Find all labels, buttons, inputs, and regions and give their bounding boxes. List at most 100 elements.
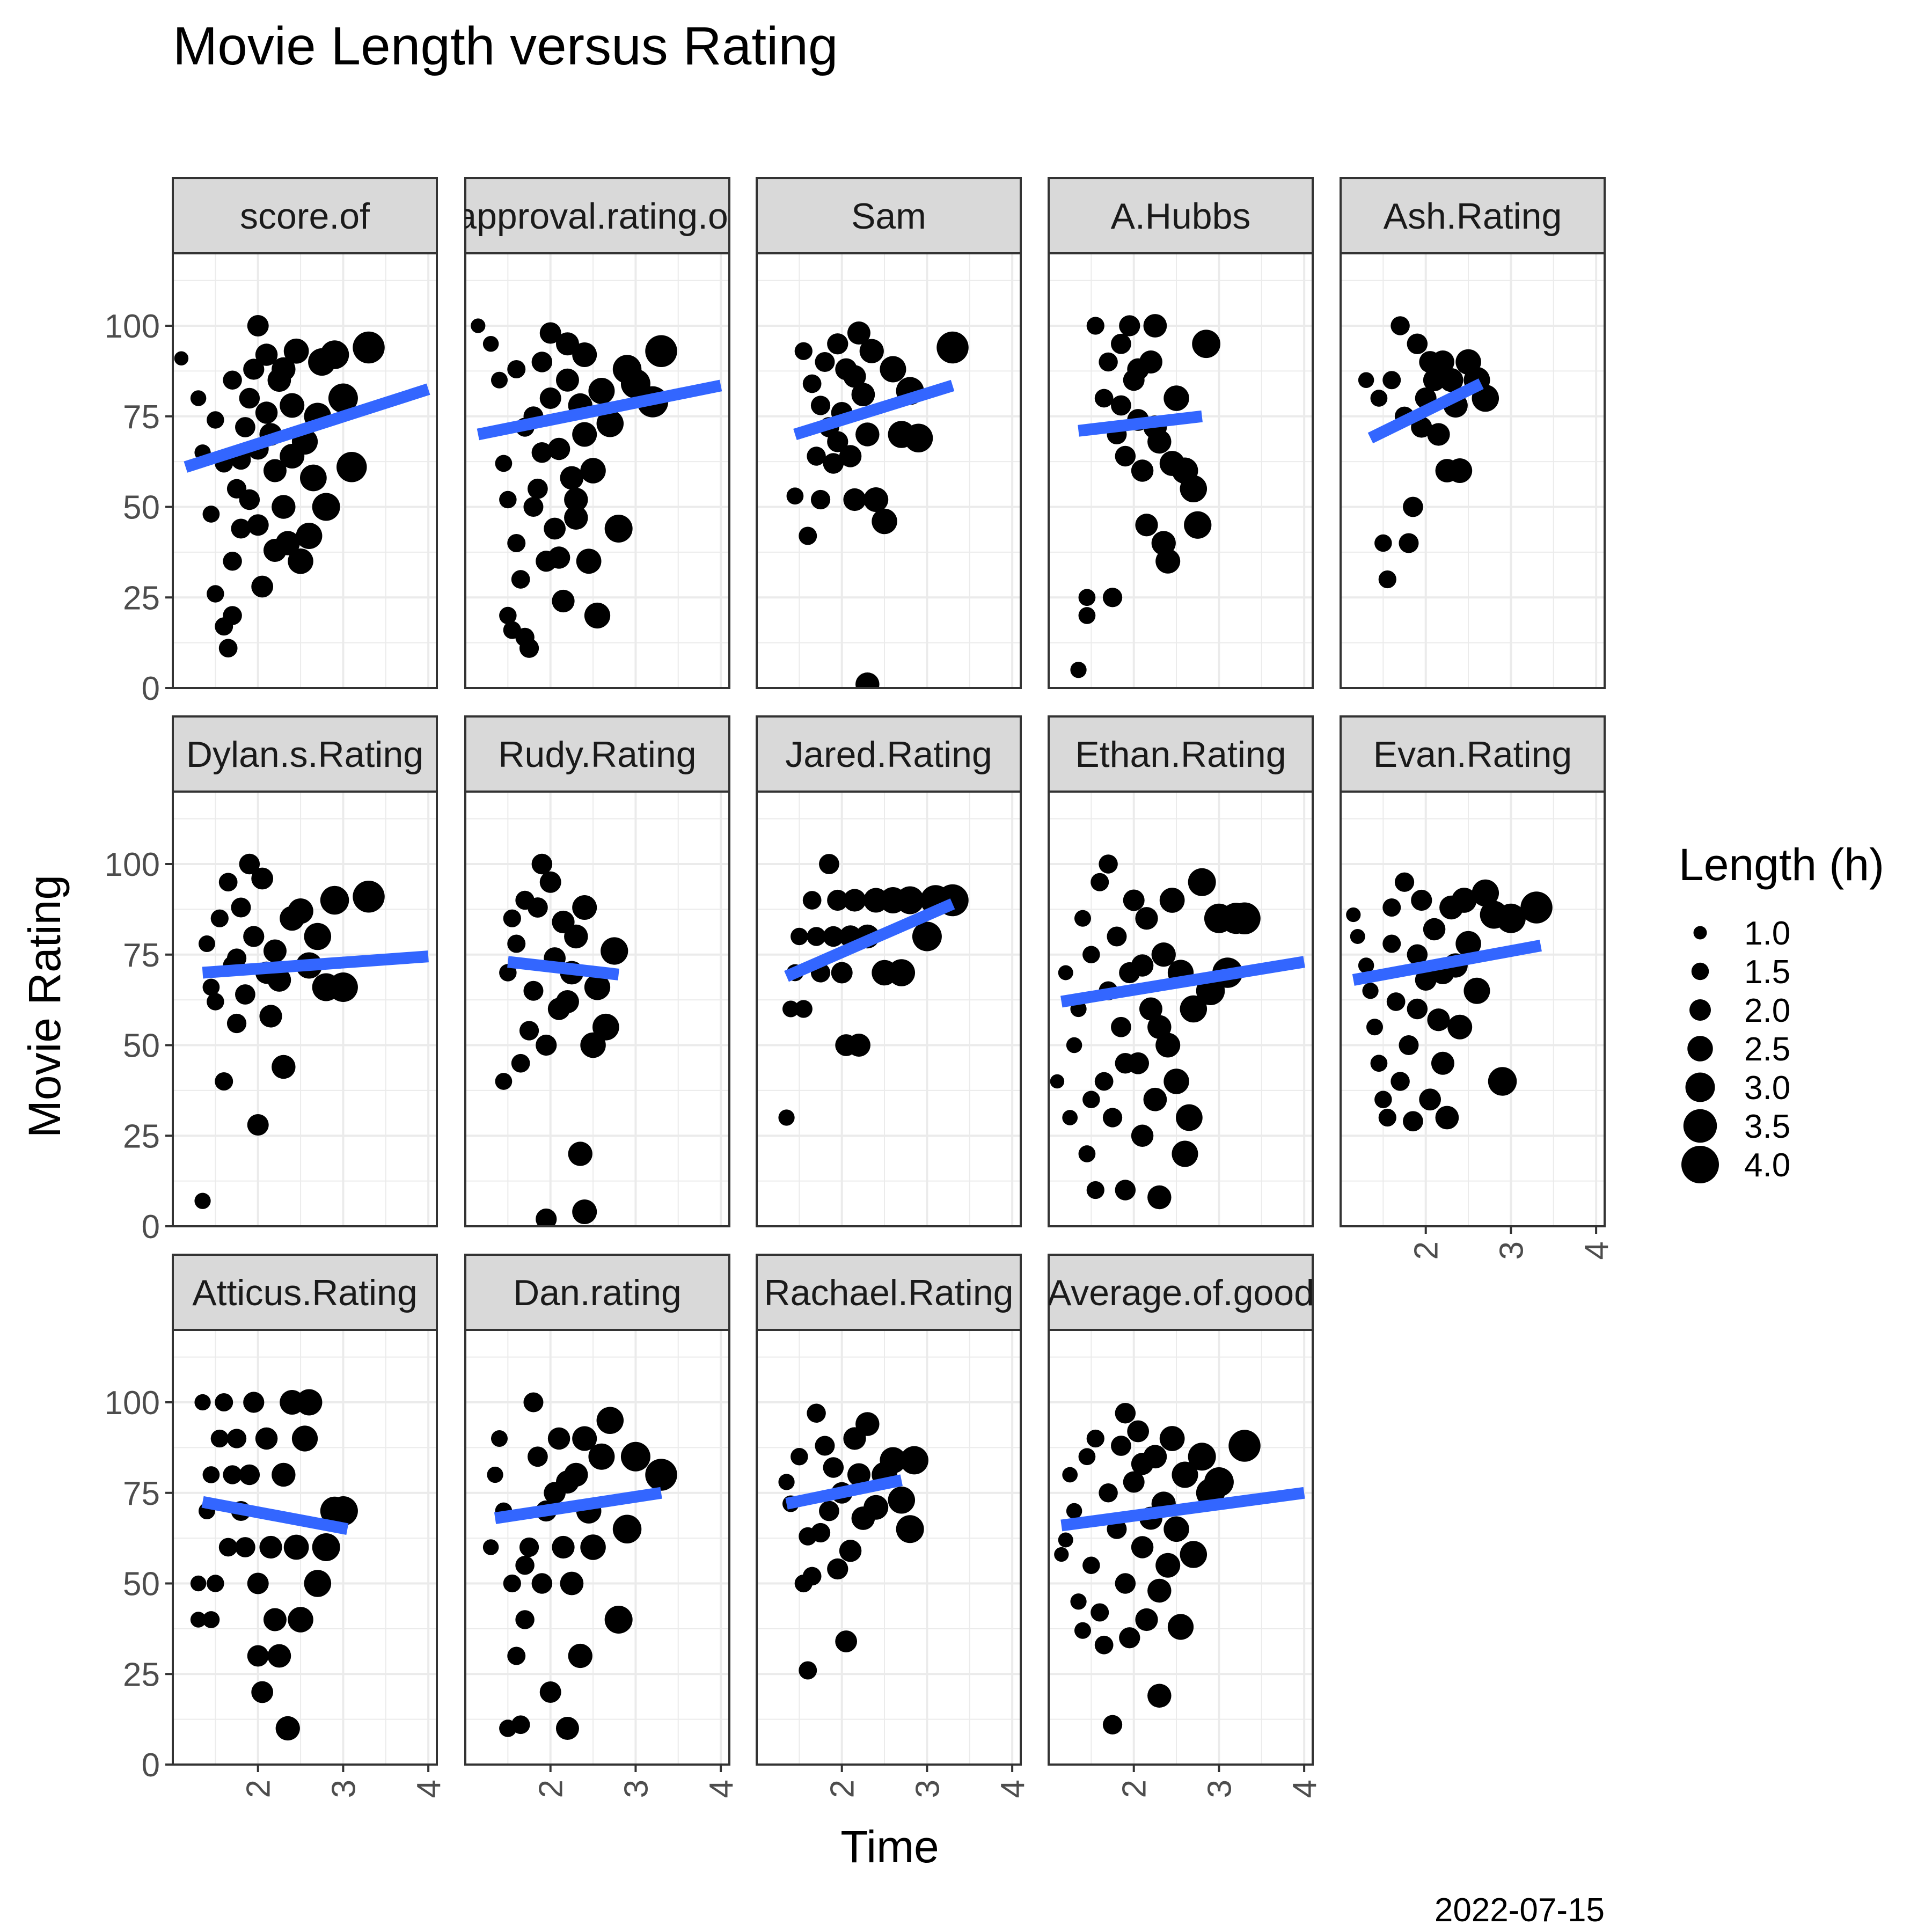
data-point <box>1386 992 1406 1011</box>
data-point <box>259 1535 282 1559</box>
data-point <box>536 1034 557 1056</box>
data-point <box>1147 1578 1172 1603</box>
trend-line <box>1060 956 1305 1008</box>
data-point <box>815 1436 835 1456</box>
data-point <box>872 508 897 535</box>
data-point <box>194 1394 211 1411</box>
data-point <box>523 980 544 1001</box>
data-point <box>218 639 238 658</box>
data-point <box>539 387 561 409</box>
data-point <box>794 342 813 360</box>
data-point <box>576 548 602 574</box>
data-point <box>1167 1614 1194 1640</box>
data-point <box>482 336 499 352</box>
data-point <box>283 338 309 364</box>
data-point <box>312 1533 340 1561</box>
data-point <box>1350 929 1365 944</box>
data-point <box>243 1392 265 1413</box>
facet-panel: Ethan.Rating <box>1048 715 1314 1227</box>
trend-line <box>1367 378 1484 444</box>
data-point <box>491 371 508 389</box>
facet-strip-label: Average.of.good <box>1047 1272 1314 1313</box>
panel-background <box>1049 1330 1313 1765</box>
data-point <box>503 1574 521 1593</box>
data-point <box>1175 1104 1203 1131</box>
data-point <box>231 518 251 539</box>
data-point <box>1163 1069 1189 1094</box>
trend-line <box>793 379 955 441</box>
data-point <box>1078 1448 1096 1466</box>
data-point <box>1399 533 1419 553</box>
data-point <box>226 1429 247 1448</box>
data-point <box>572 342 597 367</box>
legend-size-key <box>1687 1036 1713 1062</box>
panel-background <box>757 1330 1021 1765</box>
data-point <box>226 1013 247 1034</box>
data-point <box>272 1055 296 1079</box>
data-point <box>564 924 588 949</box>
data-point <box>272 495 296 519</box>
data-point <box>519 1021 539 1041</box>
facet-panel: Dan.rating <box>464 1254 730 1766</box>
data-point <box>1362 983 1379 999</box>
facet-strip-label: Evan.Rating <box>1373 734 1572 775</box>
data-point <box>539 322 561 344</box>
facet-strip <box>172 715 438 793</box>
data-point <box>580 1534 606 1560</box>
data-point <box>843 365 866 388</box>
data-point <box>1119 315 1140 336</box>
facet-strip <box>464 177 730 254</box>
points <box>174 315 385 658</box>
data-point <box>1188 868 1216 896</box>
data-point <box>190 1612 207 1628</box>
data-point <box>215 1393 233 1411</box>
data-point <box>1204 1467 1234 1497</box>
data-point <box>900 1446 928 1475</box>
data-point <box>1366 1019 1383 1036</box>
x-tick-label: 4 <box>1286 1780 1323 1798</box>
data-point <box>507 360 526 378</box>
data-point <box>904 423 933 452</box>
data-point <box>1127 1420 1150 1443</box>
data-point <box>1488 1067 1517 1096</box>
data-point <box>1180 475 1208 502</box>
data-point <box>1078 589 1096 606</box>
data-point <box>1074 1622 1091 1639</box>
y-tick-label: 100 <box>105 1385 160 1422</box>
data-point <box>544 517 566 540</box>
y-tick-label: 0 <box>142 1209 160 1246</box>
data-point <box>1074 910 1091 927</box>
x-tick-label: 2 <box>240 1780 277 1798</box>
data-point <box>320 885 349 915</box>
facet-panel: score.of <box>172 177 438 689</box>
data-point <box>1131 1536 1154 1558</box>
legend-title: Length (h) <box>1679 839 1884 890</box>
facet-panel: Sam <box>756 177 1022 689</box>
trend-line <box>784 898 955 982</box>
data-point <box>312 493 340 521</box>
data-point <box>251 575 274 598</box>
data-point <box>896 886 924 914</box>
data-point <box>802 1567 822 1586</box>
data-point <box>1391 316 1410 335</box>
data-point <box>210 1429 229 1448</box>
facet-panel: Evan.Rating <box>1340 715 1606 1227</box>
data-point <box>1374 534 1392 552</box>
data-point <box>190 390 207 406</box>
data-point <box>1447 458 1473 483</box>
data-point <box>807 1403 826 1423</box>
data-point <box>552 1535 575 1559</box>
data-point <box>523 1392 544 1413</box>
data-point <box>555 1717 579 1740</box>
facet-strip-label: score.of <box>240 196 370 237</box>
facet-strip-label: Rudy.Rating <box>498 734 696 775</box>
data-point <box>555 1470 579 1494</box>
data-point <box>251 867 274 890</box>
data-point <box>1082 1091 1100 1108</box>
data-point <box>243 358 265 380</box>
data-point <box>1115 1053 1136 1074</box>
data-point <box>1192 330 1220 358</box>
data-point <box>1228 902 1261 934</box>
data-point <box>288 548 313 574</box>
data-point <box>283 1534 309 1560</box>
